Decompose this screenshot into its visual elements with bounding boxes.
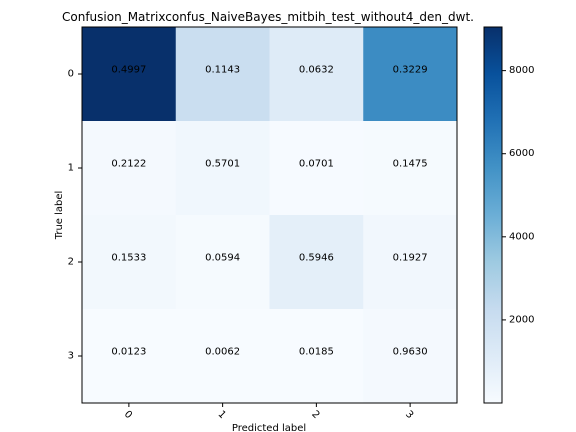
colorbar-tick-label: 8000 xyxy=(509,65,534,76)
heatmap-cell-1-0 xyxy=(82,121,177,216)
cell-value-label-3-3: 0.9630 xyxy=(393,347,428,358)
heatmap-cell-3-2 xyxy=(269,309,364,404)
cell-value-label-3-0: 0.0123 xyxy=(111,347,146,358)
cell-value-label-0-1: 0.1143 xyxy=(205,65,240,76)
x-tick-label: 2 xyxy=(309,409,321,421)
cell-value-label-2-1: 0.0594 xyxy=(205,253,240,264)
heatmap-cell-1-2 xyxy=(269,121,364,216)
heatmap-cell-2-3 xyxy=(363,215,458,310)
heatmap-cell-0-2 xyxy=(269,27,364,122)
y-tick-label: 2 xyxy=(68,257,74,268)
heatmap-cells xyxy=(82,27,458,404)
chart-title: Confusion_Matrixconfus_NaiveBayes_mitbih… xyxy=(62,10,474,24)
y-tick-label: 1 xyxy=(68,163,74,174)
cell-value-label-3-1: 0.0062 xyxy=(205,347,240,358)
colorbar xyxy=(483,26,503,404)
colorbar-tick-label: 2000 xyxy=(509,314,534,325)
heatmap-cell-3-0 xyxy=(82,309,177,404)
cell-value-label-2-2: 0.5946 xyxy=(299,253,334,264)
heatmap-cell-0-0 xyxy=(82,27,177,122)
cell-value-label-1-3: 0.1475 xyxy=(393,159,428,170)
cell-value-label-0-0: 0.4997 xyxy=(111,65,146,76)
x-tick-label: 0 xyxy=(122,409,134,421)
colorbar-tick-label: 4000 xyxy=(509,231,534,242)
heatmap-cell-2-0 xyxy=(82,215,177,310)
cell-value-label-3-2: 0.0185 xyxy=(299,347,334,358)
y-tick-label: 0 xyxy=(68,69,74,80)
x-tick-label: 1 xyxy=(215,409,227,421)
x-tick-label: 3 xyxy=(403,409,415,421)
plot-frame xyxy=(81,26,458,404)
x-axis-label: Predicted label xyxy=(232,423,306,432)
heatmap-cell-1-3 xyxy=(363,121,458,216)
cell-value-label-1-0: 0.2122 xyxy=(111,159,146,170)
heatmap-cell-1-1 xyxy=(175,121,270,216)
heatmap-cell-0-3 xyxy=(363,27,458,122)
cell-value-label-0-3: 0.3229 xyxy=(393,65,428,76)
cell-value-label-2-0: 0.1533 xyxy=(111,253,146,264)
y-axis-ticks: 0 1 2 3 xyxy=(68,69,82,362)
cell-value-label-0-2: 0.0632 xyxy=(299,65,334,76)
heatmap-cell-3-3 xyxy=(363,309,458,404)
cell-value-label-1-1: 0.5701 xyxy=(205,159,240,170)
heatmap-cell-labels: 0.4997 0.1143 0.0632 0.3229 0.2122 0.5701 0.07… xyxy=(111,65,427,358)
heatmap-cell-0-1 xyxy=(175,27,270,122)
x-axis-ticks: 0 1 2 3 xyxy=(122,403,415,421)
y-axis-label: True label xyxy=(54,191,65,241)
heatmap-cell-2-1 xyxy=(175,215,270,310)
heatmap-cell-3-1 xyxy=(175,309,270,404)
colorbar-ticks: 2000 4000 6000 8000 xyxy=(502,65,534,325)
cell-value-label-2-3: 0.1927 xyxy=(393,253,428,264)
colorbar-tick-label: 6000 xyxy=(509,148,534,159)
heatmap-cell-2-2 xyxy=(269,215,364,310)
cell-value-label-1-2: 0.0701 xyxy=(299,159,334,170)
y-tick-label: 3 xyxy=(68,351,74,362)
